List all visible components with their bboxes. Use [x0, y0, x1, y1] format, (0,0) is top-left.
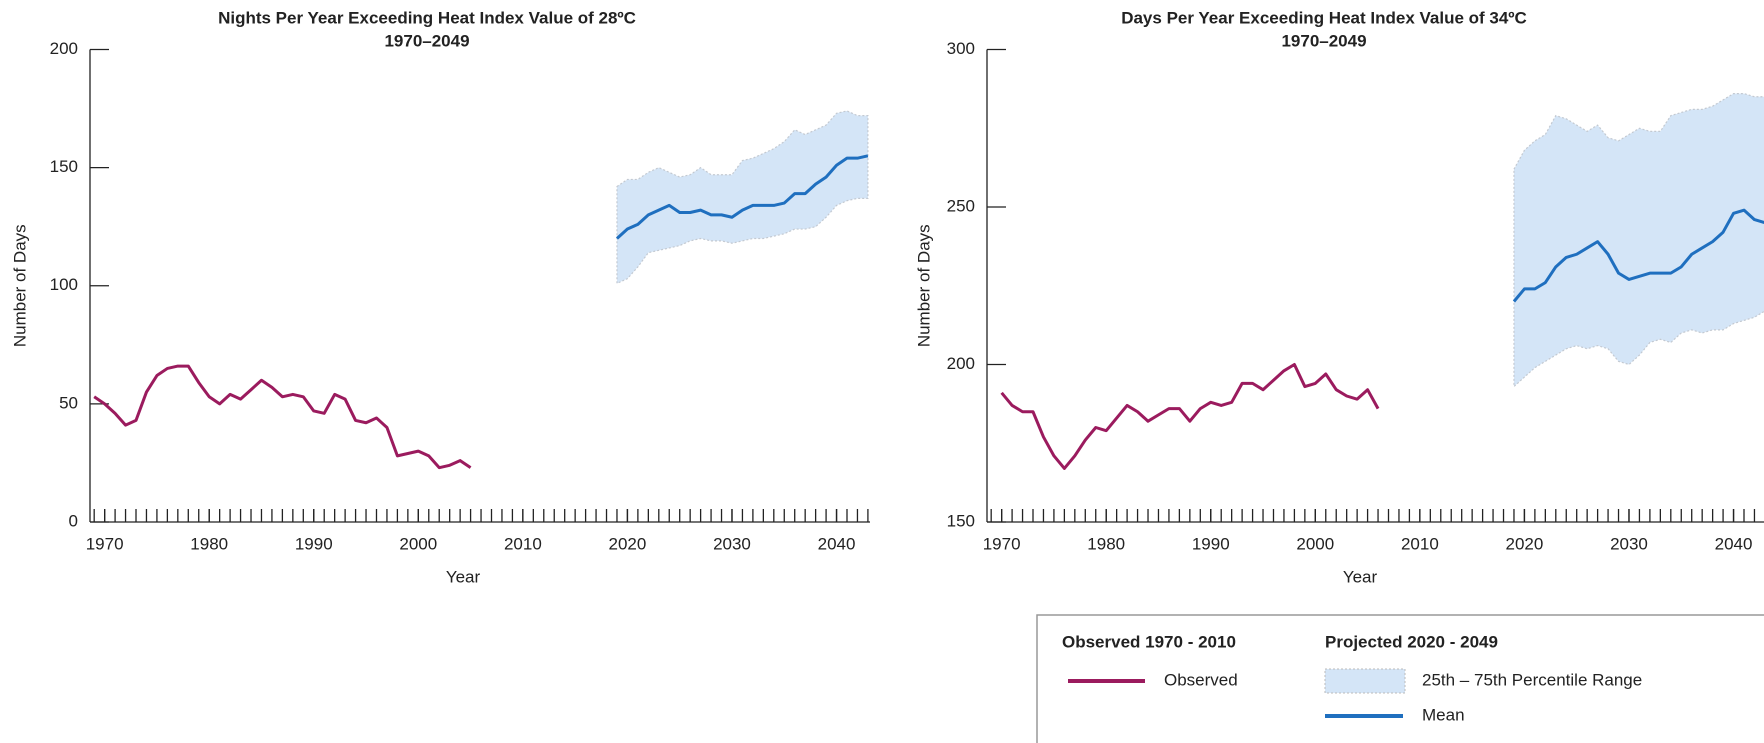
y-tick-label: 100 — [50, 275, 78, 294]
chart-subtitle: 1970–2049 — [1281, 31, 1366, 50]
x-axis-label: Year — [446, 567, 481, 586]
legend-title: Projected 2020 - 2049 — [1325, 632, 1498, 651]
x-tick-label: 1980 — [1087, 534, 1125, 553]
legend-label: 25th – 75th Percentile Range — [1422, 670, 1642, 689]
x-tick-label: 2020 — [609, 534, 647, 553]
x-tick-label: 2000 — [1296, 534, 1334, 553]
x-tick-label: 2030 — [713, 534, 751, 553]
series-line — [1512, 208, 1764, 303]
y-axis-label: Number of Days — [10, 224, 29, 347]
legend-swatch — [1324, 668, 1406, 694]
y-tick-label: 150 — [50, 157, 78, 176]
y-axis-label: Number of Days — [914, 224, 933, 347]
y-tick-label: 0 — [69, 511, 78, 530]
legend-title: Observed 1970 - 2010 — [1062, 632, 1236, 651]
percentile-band — [1513, 92, 1764, 388]
x-tick-label: 2010 — [504, 534, 542, 553]
x-tick-label: 2030 — [1610, 534, 1648, 553]
y-tick-label: 50 — [59, 393, 78, 412]
x-tick-label: 2010 — [1401, 534, 1439, 553]
x-axis-label: Year — [1343, 567, 1378, 586]
series-line — [1000, 363, 1380, 470]
x-tick-label: 1980 — [190, 534, 228, 553]
series-line — [615, 154, 869, 240]
y-tick-label: 200 — [947, 354, 975, 373]
x-tick-label: 1990 — [295, 534, 333, 553]
x-tick-label: 1990 — [1192, 534, 1230, 553]
y-tick-label: 300 — [947, 39, 975, 58]
x-tick-label: 2000 — [399, 534, 437, 553]
y-tick-label: 150 — [947, 511, 975, 530]
x-tick-label: 1970 — [86, 534, 124, 553]
x-tick-label: 1970 — [983, 534, 1021, 553]
chart-subtitle: 1970–2049 — [384, 31, 469, 50]
y-tick-label: 200 — [50, 39, 78, 58]
legend-label: Mean — [1422, 705, 1465, 724]
x-tick-label: 2040 — [818, 534, 856, 553]
series-line — [93, 364, 472, 470]
legend-label: Observed — [1164, 670, 1238, 689]
chart-title: Days Per Year Exceeding Heat Index Value… — [1121, 8, 1527, 27]
percentile-band — [616, 110, 869, 285]
x-tick-label: 2040 — [1715, 534, 1753, 553]
x-tick-label: 2020 — [1506, 534, 1544, 553]
chart-title: Nights Per Year Exceeding Heat Index Val… — [218, 8, 636, 27]
y-tick-label: 250 — [947, 196, 975, 215]
